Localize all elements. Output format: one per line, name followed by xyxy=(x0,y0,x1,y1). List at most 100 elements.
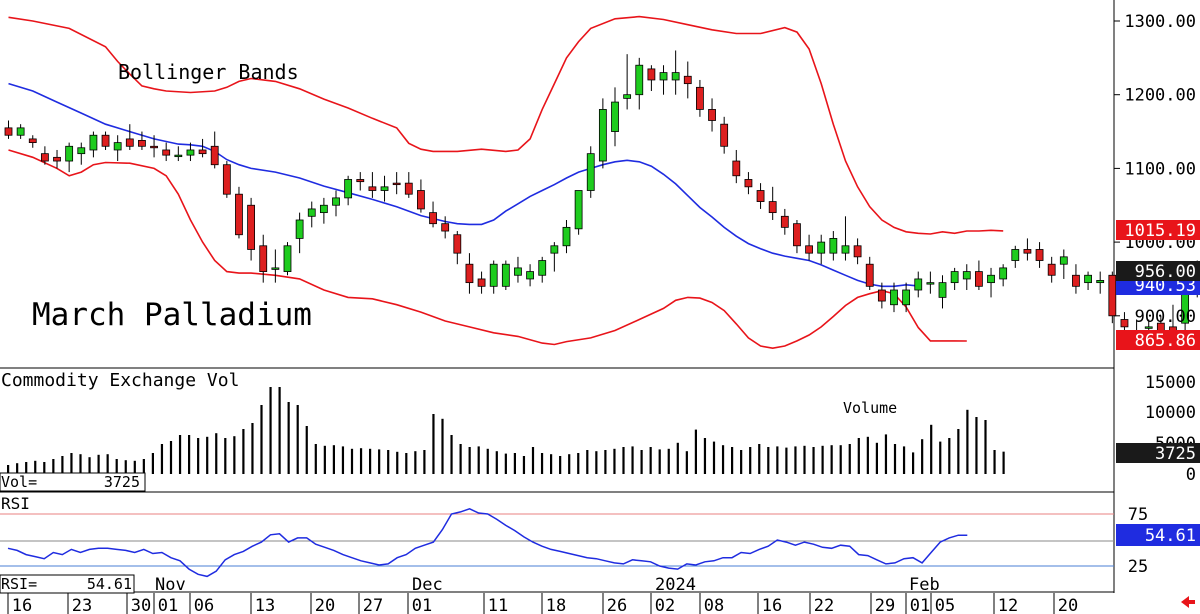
candle-body xyxy=(732,160,741,177)
candle xyxy=(926,271,935,294)
volume-bar xyxy=(486,448,489,474)
candle xyxy=(817,234,826,265)
candle xyxy=(708,98,716,132)
candle-body xyxy=(65,145,74,162)
volume-bar xyxy=(52,459,55,474)
candle xyxy=(732,149,741,184)
volume-bar xyxy=(758,444,761,474)
candle-body xyxy=(77,147,86,155)
candle xyxy=(999,264,1008,287)
candle-body xyxy=(465,263,474,284)
candle xyxy=(295,212,304,254)
rsi-readout-value: 54.61 xyxy=(87,575,132,593)
candle xyxy=(975,260,983,291)
candle-body xyxy=(744,179,753,188)
volume-bar xyxy=(966,409,969,474)
candle xyxy=(465,253,474,294)
candle xyxy=(16,124,25,139)
candle xyxy=(647,65,656,92)
candle xyxy=(659,65,668,95)
date-tick-label: 23 xyxy=(72,596,92,614)
candle-body xyxy=(768,201,777,214)
volume-bar xyxy=(7,465,10,474)
candle-body xyxy=(162,149,171,156)
candle-body xyxy=(950,271,959,284)
candle-body xyxy=(877,289,886,302)
scroll-left-arrow-stem[interactable] xyxy=(1189,600,1195,604)
scroll-arrow-icon[interactable] xyxy=(1181,596,1195,608)
candle xyxy=(914,271,923,298)
rsi-badge-label: 54.61 xyxy=(1145,526,1196,546)
candle-body xyxy=(683,75,692,85)
candle-body xyxy=(271,267,280,270)
candle-body xyxy=(477,278,486,287)
volume-bar xyxy=(323,445,326,474)
candle xyxy=(283,242,292,276)
candle-body xyxy=(708,109,716,121)
volume-bar xyxy=(215,433,218,474)
candle-body xyxy=(222,164,231,195)
volume-bar xyxy=(776,446,779,474)
date-tick-label: 18 xyxy=(546,596,566,614)
candle xyxy=(150,135,158,158)
volume-bar xyxy=(142,459,145,474)
candle xyxy=(417,179,425,213)
candle xyxy=(877,282,886,309)
candle xyxy=(696,79,704,117)
volume-bar xyxy=(993,450,996,474)
volume-bar xyxy=(468,447,471,474)
candle-body xyxy=(817,241,826,254)
candle xyxy=(987,267,995,298)
candle-body xyxy=(441,223,450,232)
candle xyxy=(125,124,134,150)
volume-bar xyxy=(939,441,942,474)
volume-badge-bg xyxy=(1116,443,1200,463)
rsi-panel-title: RSI xyxy=(1,494,30,513)
candle-body xyxy=(198,149,207,155)
volume-bar xyxy=(477,446,480,474)
upper-band-line xyxy=(8,15,1004,235)
candle-body xyxy=(344,179,353,199)
volume-bar xyxy=(34,460,37,474)
volume-bar xyxy=(495,451,498,474)
candle-body xyxy=(259,245,268,272)
volume-bar xyxy=(604,450,607,474)
candle-body xyxy=(392,182,401,186)
candle-body xyxy=(902,289,911,306)
candle-body xyxy=(1096,280,1105,284)
candle xyxy=(598,98,607,169)
candle xyxy=(138,131,146,150)
candle xyxy=(1108,271,1117,324)
date-tick-label: 30 xyxy=(131,596,151,614)
candle xyxy=(1035,242,1044,268)
rsi-badge: 54.61 xyxy=(1116,524,1200,546)
volume-bar xyxy=(341,446,345,474)
candle xyxy=(4,120,13,139)
volume-bar xyxy=(622,447,625,474)
volume-bar xyxy=(61,456,64,474)
scroll-left-arrow[interactable] xyxy=(1181,596,1189,608)
candle xyxy=(1059,249,1068,279)
candle xyxy=(562,219,571,254)
volume-bar xyxy=(350,448,354,474)
volume-bar xyxy=(550,454,553,474)
volume-bar xyxy=(912,452,915,474)
volume-bar xyxy=(522,456,526,474)
candle xyxy=(1084,271,1092,291)
volume-bar xyxy=(767,447,770,474)
date-tick-label: 26 xyxy=(607,596,627,614)
candle-body xyxy=(538,260,547,276)
candle xyxy=(1011,245,1020,268)
candle-body xyxy=(659,72,668,81)
volume-bar xyxy=(540,453,544,474)
volume-bar xyxy=(812,447,815,474)
candle-body xyxy=(647,68,656,81)
volume-axis-ticks: 1500010000500003725 xyxy=(1116,373,1200,485)
date-tick-label: 01 xyxy=(910,596,930,614)
candle xyxy=(392,172,401,195)
volume-readout-box xyxy=(0,472,146,492)
candle-body xyxy=(28,138,37,144)
volume-badge-label: 3725 xyxy=(1155,444,1196,464)
candle-body xyxy=(186,149,195,156)
